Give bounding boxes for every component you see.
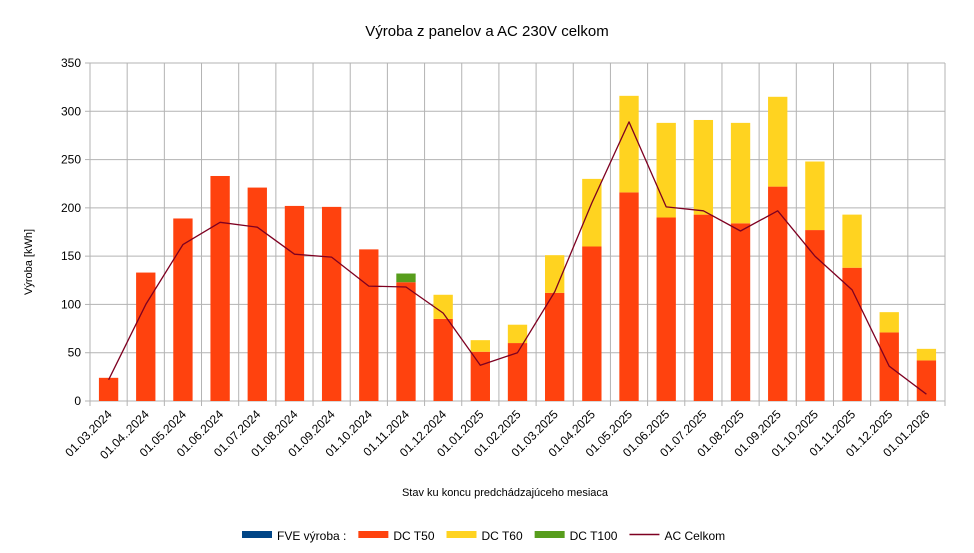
bar-segment	[359, 249, 379, 401]
legend: FVE výroba : DC T50 DC T60 DC T100 AC Celkom	[242, 529, 725, 543]
bar-segment	[730, 122, 751, 224]
y-tick-label: 150	[61, 249, 81, 263]
bar-segment	[507, 324, 528, 344]
bar-segment	[433, 294, 453, 319]
bar-segment	[136, 272, 156, 401]
legend-swatch	[358, 531, 389, 538]
y-tick-label: 350	[61, 56, 81, 70]
line-series-ac-celkom	[108, 121, 927, 395]
y-tick-label: 50	[68, 346, 82, 360]
legend-label: FVE výroba :	[277, 529, 346, 543]
legend-label: DC T60	[482, 529, 523, 543]
bar-segment	[916, 348, 937, 361]
bar-segment	[98, 377, 119, 401]
bar-segment	[656, 122, 676, 218]
bar-segment	[805, 161, 825, 231]
bar-segment	[693, 214, 714, 401]
bar-segment	[768, 96, 788, 187]
legend-label: DC T100	[570, 529, 618, 543]
legend-swatch	[534, 531, 565, 538]
bar-segment	[470, 351, 490, 401]
bar-segment	[619, 192, 639, 401]
y-tick-label: 250	[61, 153, 81, 167]
y-tick-label: 300	[61, 104, 81, 118]
bar-segment	[582, 246, 602, 401]
y-axis-label: Výroba [kWh]	[23, 229, 35, 295]
line-series-group	[108, 121, 927, 395]
bar-segment	[396, 282, 416, 401]
bar-series-group	[98, 95, 937, 401]
legend-swatch	[446, 531, 477, 538]
bar-segment	[396, 273, 416, 283]
bar-segment	[210, 175, 230, 401]
y-tick-label: 0	[74, 394, 81, 408]
bar-segment	[619, 95, 639, 193]
bar-segment	[768, 186, 788, 401]
bar-segment	[842, 214, 862, 268]
bar-segment	[730, 223, 751, 401]
bar-segment	[582, 178, 602, 247]
bar-segment	[470, 340, 490, 352]
bar-segment	[321, 206, 342, 401]
y-tick-label: 200	[61, 201, 81, 215]
bar-segment	[656, 217, 676, 401]
bar-segment	[879, 312, 899, 333]
bar-segment	[545, 255, 565, 293]
grid-lines	[89, 62, 946, 402]
bar-segment	[805, 230, 825, 401]
bar-segment	[842, 267, 862, 401]
bar-segment	[247, 187, 267, 401]
bar-segment	[507, 343, 528, 401]
bar-segment	[433, 318, 453, 401]
bar-segment	[173, 218, 193, 401]
x-axis-label: Stav ku koncu predchádzajúceho mesiaca	[402, 487, 609, 499]
bar-segment	[545, 292, 565, 401]
chart-title: Výroba z panelov a AC 230V celkom	[365, 23, 608, 40]
bar-segment	[916, 360, 937, 401]
bar-segment	[693, 119, 714, 215]
legend-label: AC Celkom	[664, 529, 725, 543]
legend-label: DC T50	[393, 529, 434, 543]
legend-swatch	[242, 531, 272, 538]
bar-segment	[284, 205, 305, 401]
y-tick-label: 100	[61, 297, 81, 311]
